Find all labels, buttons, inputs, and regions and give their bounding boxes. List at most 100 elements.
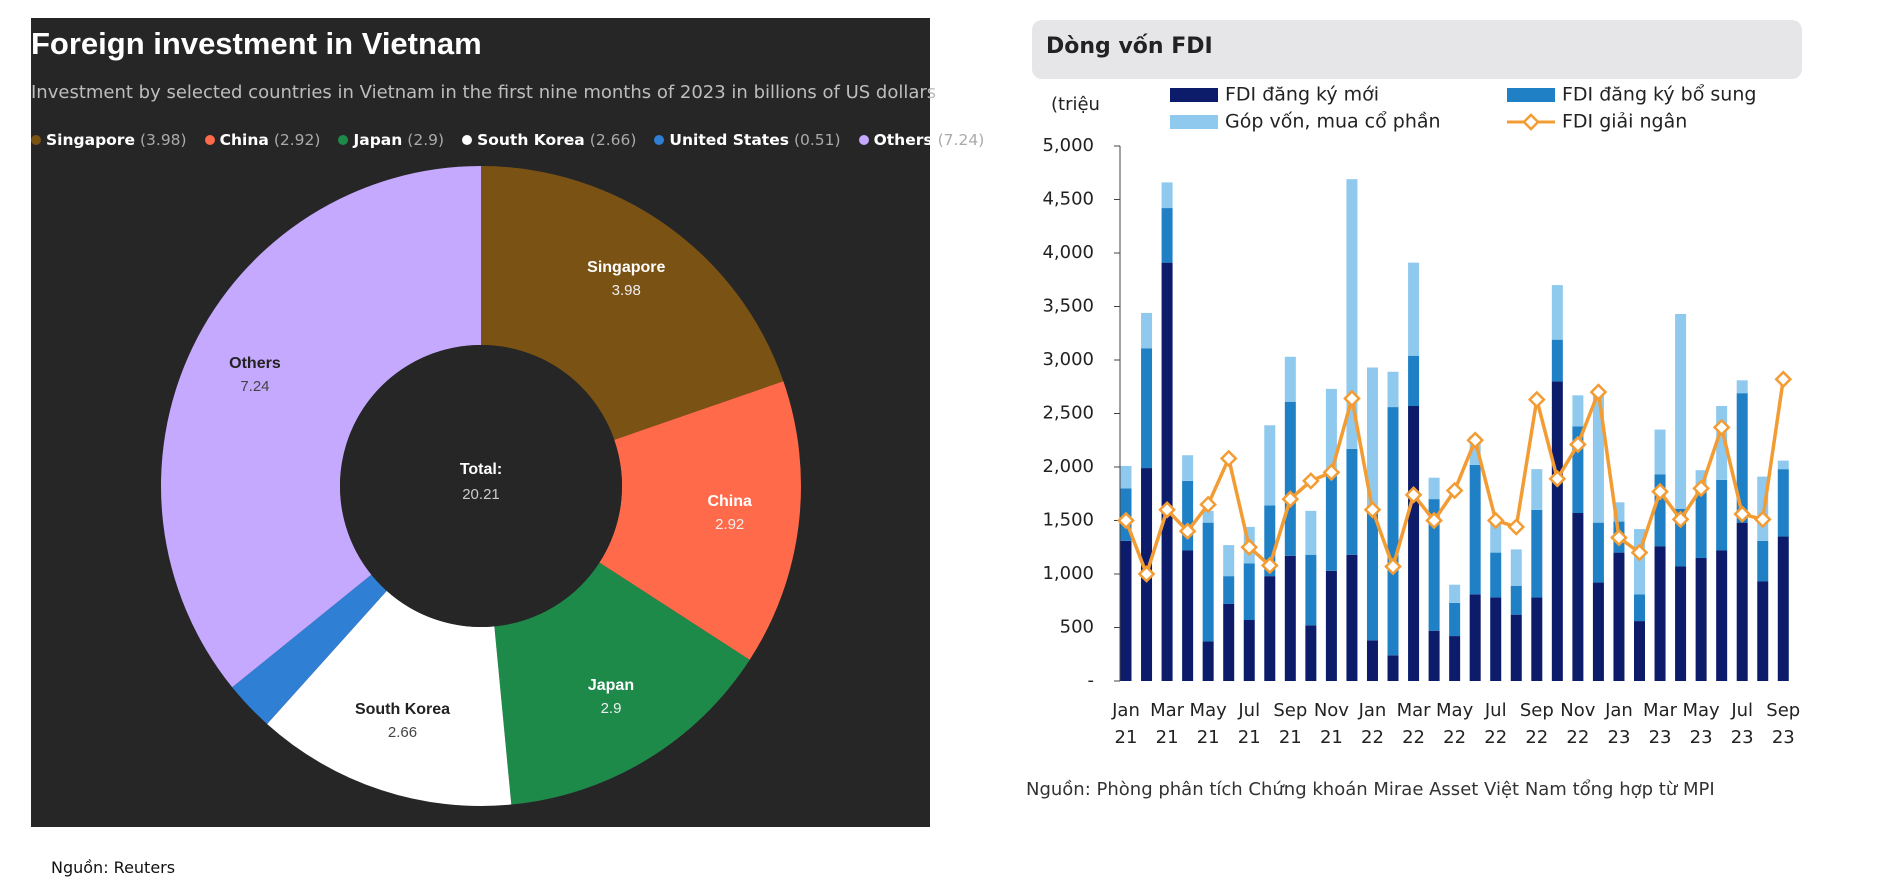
- bar-segment: [1654, 546, 1666, 681]
- bar-segment: [1325, 570, 1337, 681]
- line-marker: [1753, 510, 1772, 529]
- line-marker: [1610, 528, 1628, 547]
- bar-segment: [1695, 487, 1707, 558]
- bar-segment: [1736, 380, 1748, 394]
- bar-segment: [1654, 474, 1666, 547]
- bar-segment: [1695, 557, 1707, 681]
- pie-slice: [232, 574, 387, 724]
- bar-segment: [1428, 499, 1440, 631]
- line-marker: [1281, 490, 1300, 508]
- bar-segment: [1305, 510, 1317, 555]
- slice-value: 2.66: [388, 724, 417, 741]
- legend-value: 2.9: [407, 131, 444, 149]
- source: Nguồn: Reuters: [51, 858, 176, 877]
- slice-label: South Korea: [355, 701, 450, 718]
- slice-label: Singapore: [587, 259, 665, 276]
- line-marker: [1692, 479, 1710, 498]
- bar-segment: [1284, 401, 1296, 556]
- legend-item: South Korea 2.66: [462, 131, 636, 149]
- bar-segment: [1469, 464, 1481, 595]
- x-tick-label: May 23: [1682, 700, 1720, 748]
- legend-label: China: [219, 131, 269, 149]
- bar-segment: [1408, 355, 1420, 407]
- line-marker: [1774, 370, 1793, 389]
- bar-segment: [1284, 356, 1296, 402]
- x-tick-label: Mar 22: [1396, 700, 1431, 748]
- legend-label: United States: [669, 131, 789, 149]
- slice-value: 3.98: [612, 282, 641, 299]
- y-tick-label: 1,000: [1042, 563, 1094, 584]
- line-marker: [1569, 435, 1587, 454]
- legend-value: 7.24: [938, 131, 985, 149]
- bar-segment: [1264, 505, 1276, 577]
- bar-segment: [1716, 406, 1728, 480]
- x-tick-label: Jul 22: [1484, 700, 1508, 748]
- legend-label: FDI đăng ký bổ sung: [1562, 84, 1756, 106]
- bar-segment: [1592, 522, 1604, 583]
- bar-segment: [1346, 554, 1358, 681]
- bar-segment: [1531, 509, 1543, 598]
- line-marker: [1199, 495, 1217, 514]
- line-marker: [1651, 482, 1669, 501]
- legend-label: Others: [873, 131, 933, 149]
- slice-label: China: [707, 493, 752, 510]
- pie-slice: [160, 166, 482, 688]
- x-tick-label: Mar 23: [1643, 700, 1678, 748]
- bar-segment: [1428, 477, 1440, 500]
- x-tick-label: Jul 21: [1237, 700, 1261, 748]
- line-marker: [1137, 565, 1156, 583]
- slice-value: 7.24: [240, 378, 269, 395]
- bar-segment: [1613, 502, 1625, 522]
- y-tick-label: 4,500: [1042, 189, 1094, 210]
- line-marker: [1117, 511, 1135, 530]
- bar-segment: [1202, 522, 1214, 642]
- chart-title: Dòng vốn FDI: [1046, 34, 1213, 59]
- line-marker: [1404, 485, 1423, 504]
- legend-label: South Korea: [477, 131, 585, 149]
- bar-segment: [1551, 381, 1563, 681]
- bar-segment: [1264, 576, 1276, 681]
- line-marker: [1425, 511, 1443, 530]
- bar-segment: [1551, 285, 1563, 340]
- bar-segment: [1120, 465, 1132, 489]
- bar-segment: [1490, 552, 1502, 598]
- bar-segment: [1757, 581, 1769, 681]
- line-marker: [1343, 389, 1361, 408]
- bar-segment: [1387, 407, 1399, 656]
- legend-value: 2.92: [274, 131, 321, 149]
- bar-segment: [1531, 469, 1543, 510]
- bar-segment: [1592, 391, 1604, 523]
- bar-segment: [1182, 480, 1194, 551]
- bar-segment: [1223, 603, 1235, 681]
- bar-segment: [1182, 550, 1194, 681]
- bar-segment: [1366, 513, 1378, 641]
- legend-item: Others 7.24: [858, 131, 985, 149]
- line-marker: [1363, 500, 1382, 519]
- bar-segment: [1634, 594, 1645, 622]
- bar-segment: [1634, 621, 1645, 681]
- line-marker: [1322, 463, 1341, 482]
- x-tick-label: Nov 22: [1560, 700, 1596, 748]
- bar-segment: [1223, 545, 1235, 577]
- x-tick-label: Jan 21: [1112, 700, 1140, 748]
- y-tick-label: -: [1088, 670, 1095, 691]
- bar-segment: [1777, 469, 1789, 537]
- center-label: Total:: [460, 461, 502, 478]
- source: Nguồn: Phòng phân tích Chứng khoán Mirae…: [1026, 779, 1715, 800]
- line-marker: [1733, 505, 1752, 523]
- bar-segment: [1675, 313, 1687, 509]
- bar-segment: [1777, 536, 1789, 681]
- y-tick-label: 3,000: [1042, 349, 1094, 370]
- legend-swatch: [462, 135, 473, 145]
- center-value: 20.21: [462, 486, 500, 503]
- bar-segment: [1161, 182, 1173, 209]
- bar-segment: [1572, 513, 1584, 681]
- x-tick-label: Jan 23: [1605, 700, 1633, 748]
- bar-segment: [1510, 549, 1522, 586]
- legend-item: China 2.92: [204, 131, 321, 149]
- line-marker: [1178, 522, 1197, 541]
- legend-item: Singapore 3.98: [31, 131, 187, 149]
